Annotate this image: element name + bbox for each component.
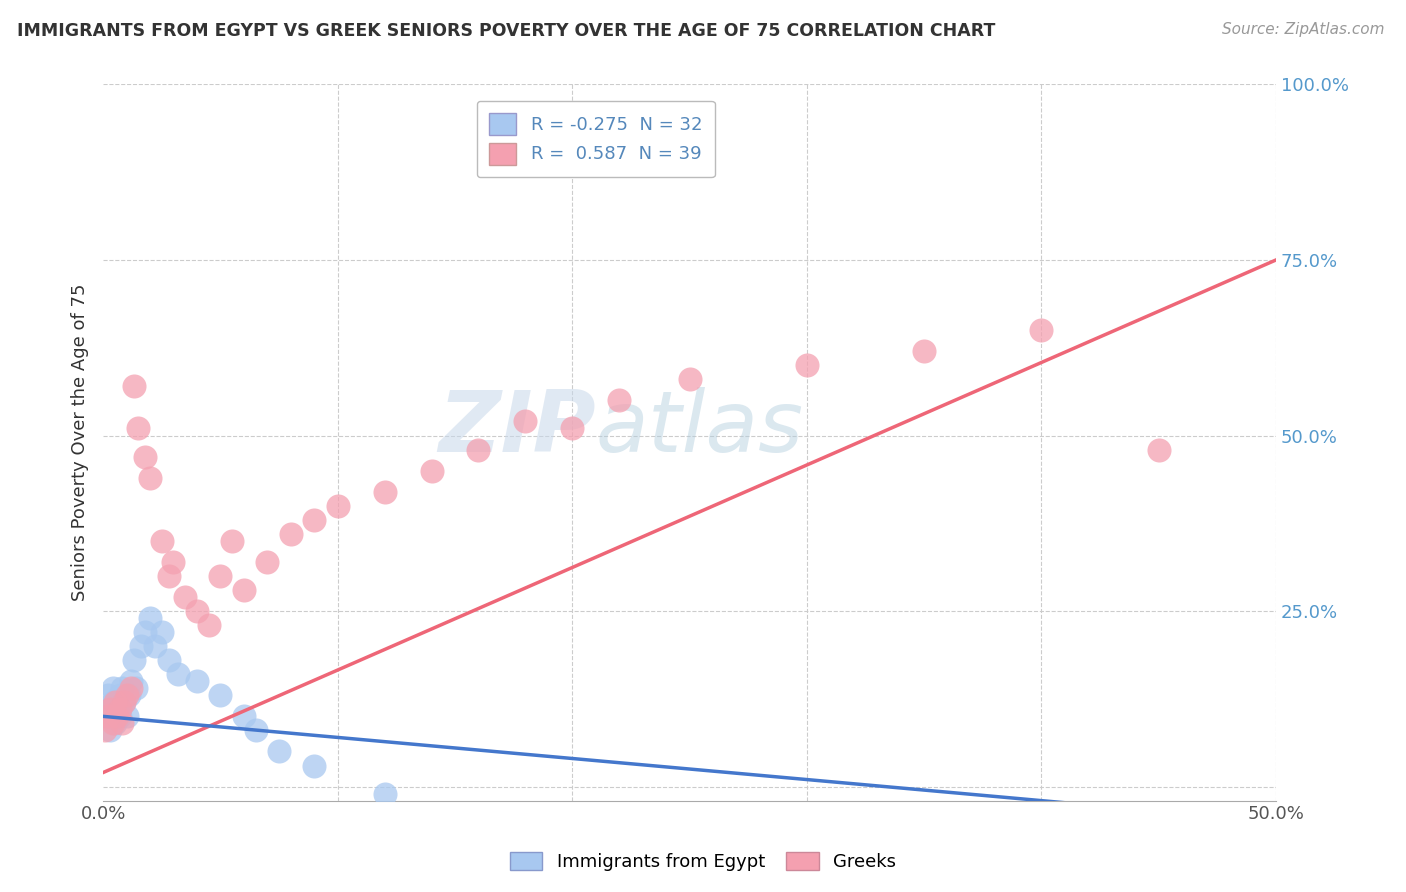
Point — [94, 709, 117, 723]
Point — [197, 618, 219, 632]
Point — [129, 639, 152, 653]
Point — [112, 695, 135, 709]
Point — [120, 681, 142, 696]
Point — [104, 695, 127, 709]
Point — [101, 681, 124, 696]
Point — [232, 709, 254, 723]
Point — [150, 625, 173, 640]
Point — [122, 379, 145, 393]
Point — [108, 702, 131, 716]
Point — [221, 533, 243, 548]
Point — [374, 484, 396, 499]
Point — [186, 604, 208, 618]
Point — [607, 393, 630, 408]
Point — [209, 688, 232, 702]
Point — [98, 702, 121, 716]
Point — [115, 709, 138, 723]
Point — [561, 421, 583, 435]
Point — [111, 716, 134, 731]
Y-axis label: Seniors Poverty Over the Age of 75: Seniors Poverty Over the Age of 75 — [72, 284, 89, 601]
Point — [125, 681, 148, 696]
Point — [104, 716, 127, 731]
Point — [105, 702, 128, 716]
Point — [101, 716, 124, 731]
Legend: Immigrants from Egypt, Greeks: Immigrants from Egypt, Greeks — [502, 845, 904, 879]
Point — [157, 569, 180, 583]
Point — [1031, 323, 1053, 337]
Point — [108, 709, 131, 723]
Point — [796, 359, 818, 373]
Point — [97, 688, 120, 702]
Point — [139, 611, 162, 625]
Legend: R = -0.275  N = 32, R =  0.587  N = 39: R = -0.275 N = 32, R = 0.587 N = 39 — [477, 101, 714, 178]
Point — [115, 688, 138, 702]
Point — [97, 709, 120, 723]
Point — [98, 723, 121, 738]
Point — [174, 590, 197, 604]
Text: ZIP: ZIP — [439, 387, 596, 470]
Point — [912, 344, 935, 359]
Point — [374, 787, 396, 801]
Point — [280, 526, 302, 541]
Point — [120, 674, 142, 689]
Text: Source: ZipAtlas.com: Source: ZipAtlas.com — [1222, 22, 1385, 37]
Point — [232, 582, 254, 597]
Point — [302, 758, 325, 772]
Point — [101, 695, 124, 709]
Point — [98, 702, 121, 716]
Point — [122, 653, 145, 667]
Point — [94, 723, 117, 738]
Point — [186, 674, 208, 689]
Point — [267, 744, 290, 758]
Point — [139, 470, 162, 484]
Point — [209, 569, 232, 583]
Point — [104, 695, 127, 709]
Point — [157, 653, 180, 667]
Point — [112, 695, 135, 709]
Point — [420, 464, 443, 478]
Text: IMMIGRANTS FROM EGYPT VS GREEK SENIORS POVERTY OVER THE AGE OF 75 CORRELATION CH: IMMIGRANTS FROM EGYPT VS GREEK SENIORS P… — [17, 22, 995, 40]
Point — [515, 414, 537, 428]
Point — [105, 709, 128, 723]
Point — [162, 555, 184, 569]
Point — [467, 442, 489, 457]
Point — [302, 513, 325, 527]
Point — [134, 450, 156, 464]
Point — [326, 499, 349, 513]
Point — [118, 688, 141, 702]
Text: atlas: atlas — [596, 387, 804, 470]
Point — [108, 688, 131, 702]
Point — [127, 421, 149, 435]
Point — [111, 681, 134, 696]
Point — [150, 533, 173, 548]
Point — [167, 667, 190, 681]
Point — [245, 723, 267, 738]
Point — [143, 639, 166, 653]
Point — [134, 625, 156, 640]
Point — [678, 372, 700, 386]
Point — [1147, 442, 1170, 457]
Point — [256, 555, 278, 569]
